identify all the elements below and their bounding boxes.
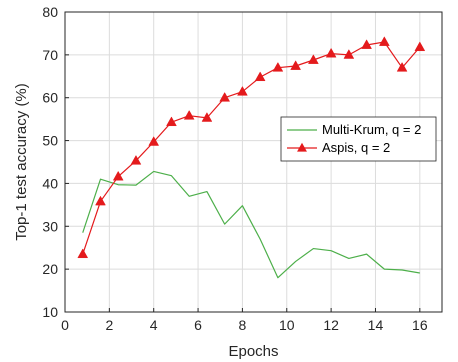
y-tick-label: 80	[42, 4, 58, 20]
x-tick-label: 6	[194, 317, 202, 333]
legend-marker-aspis	[297, 142, 307, 152]
x-axis-label: Epochs	[228, 343, 278, 360]
y-tick-label: 50	[42, 133, 58, 149]
x-tick-label: 0	[61, 317, 69, 333]
aspis-data-point	[290, 60, 302, 70]
aspis-data-point	[343, 49, 355, 59]
aspis-data-point	[130, 155, 142, 165]
x-tick-label: 14	[368, 317, 384, 333]
aspis-data-point	[183, 110, 195, 120]
aspis-data-point	[219, 92, 231, 102]
aspis-data-point	[77, 248, 89, 259]
y-tick-label: 40	[42, 175, 58, 191]
aspis-data-point	[378, 36, 390, 46]
aspis-data-point	[396, 62, 408, 72]
y-tick-label: 20	[42, 261, 58, 277]
x-tick-label: 16	[412, 317, 428, 333]
x-tick-label: 4	[150, 317, 158, 333]
x-tick-label: 10	[279, 317, 295, 333]
axis-ticks: 0 2 4 6 8 10 12 14 16 10 20 30 40 50 60 70 80	[42, 4, 427, 333]
legend: Multi-Krum, q = 2 Aspis, q = 2	[280, 116, 437, 162]
y-tick-label: 10	[42, 304, 58, 320]
y-tick-label: 60	[42, 90, 58, 106]
aspis-data-point	[95, 195, 106, 206]
grid-lines	[64, 11, 442, 313]
x-tick-label: 8	[239, 317, 247, 333]
plot-area-frame	[64, 11, 443, 313]
aspis-data-point	[308, 54, 319, 64]
series-line-multi-krum	[82, 170, 420, 279]
x-tick-label: 12	[323, 317, 339, 333]
series-group	[77, 36, 426, 279]
y-axis-label: Top-1 test accuracy (%)	[13, 83, 30, 241]
aspis-data-point	[361, 39, 372, 49]
aspis-data-point	[237, 86, 248, 96]
y-tick-label: 30	[42, 218, 58, 234]
aspis-data-point	[112, 170, 124, 181]
aspis-data-point	[254, 71, 266, 82]
aspis-data-point	[166, 116, 177, 127]
aspis-data-point	[414, 41, 426, 52]
legend-label-aspis: Aspis, q = 2	[322, 140, 390, 155]
aspis-data-point	[272, 62, 284, 72]
legend-box	[280, 116, 437, 162]
y-tick-label: 70	[42, 47, 58, 63]
aspis-data-point	[148, 136, 160, 146]
legend-label-multi-krum: Multi-Krum, q = 2	[322, 122, 421, 137]
aspis-data-point	[201, 112, 213, 122]
aspis-data-point	[325, 47, 337, 58]
x-tick-label: 2	[105, 317, 113, 333]
